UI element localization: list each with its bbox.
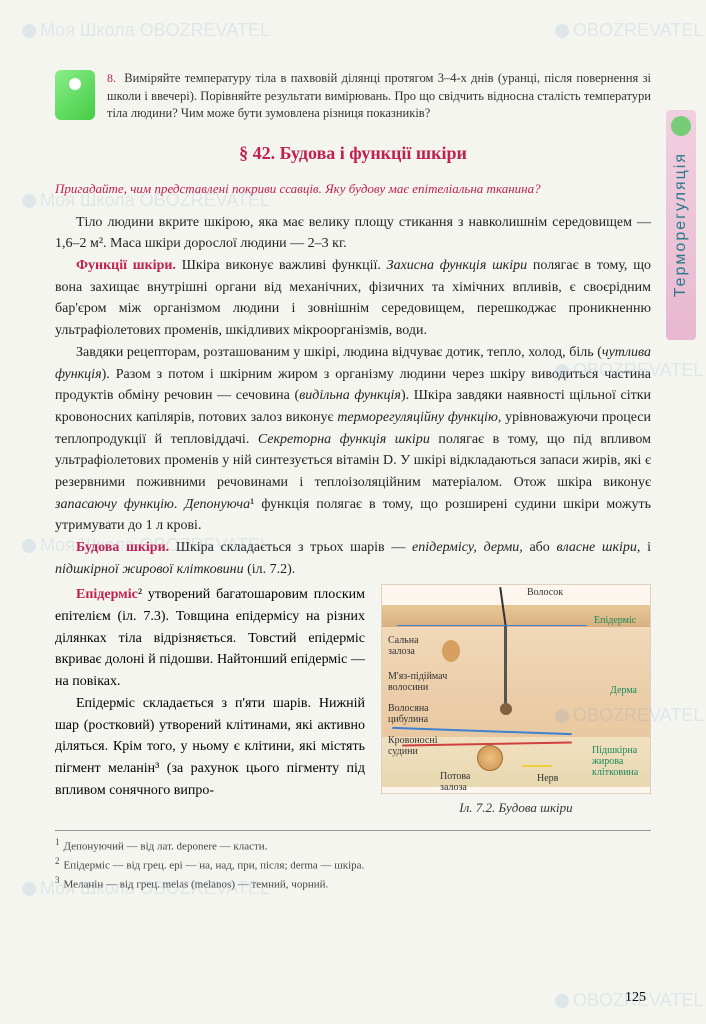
page-content: 8. Виміряйте температуру тіла в пахвовій… (0, 0, 706, 923)
paragraph-4: Будова шкіри. Шкіра складається з трьох … (55, 537, 651, 580)
task-number: 8. (107, 71, 116, 85)
col-para-1: Епідерміс² утворений багатошаровим плоск… (55, 584, 365, 692)
col-para-2: Епідерміс складається з п'яти шарів. Ниж… (55, 693, 365, 801)
label-salna: Сальна залоза (388, 635, 428, 657)
footnote-1: 1Депонуючий — від лат. deponere — класти… (55, 837, 651, 853)
label-sudyny: Кровоносні судини (388, 735, 443, 757)
nerve-line (522, 765, 552, 767)
label-epidermis: Епідерміс (594, 615, 636, 626)
label-derma: Дерма (610, 685, 637, 696)
label-nerv: Нерв (537, 773, 558, 784)
label-myaz: М'яз-підіймач волосини (388, 671, 456, 693)
task-block: 8. Виміряйте температуру тіла в пахвовій… (55, 70, 651, 123)
label-potova: Потова залоза (440, 771, 480, 793)
footnotes: 1Депонуючий — від лат. deponere — класти… (55, 830, 651, 890)
skin-diagram: Волосок Сальна залоза М'яз-підіймач воло… (381, 584, 651, 794)
subhead-functions: Функції шкіри. (76, 258, 176, 273)
hair-root (504, 625, 507, 705)
paragraph-2: Функції шкіри. Шкіра виконує важливі фун… (55, 255, 651, 342)
label-volosok: Волосок (527, 587, 563, 598)
footnote-3: 3Меланін — від грец. melas (melanos) — т… (55, 875, 651, 891)
paragraph-3: Завдяки рецепторам, розташованим у шкірі… (55, 342, 651, 537)
subhead-structure: Будова шкіри. (76, 540, 169, 555)
label-tsybulyna: Волосяна цибулина (388, 703, 443, 725)
page-number: 125 (625, 990, 646, 1006)
task-character-icon (55, 70, 95, 120)
paragraph-1: Тіло людини вкрите шкірою, яка має велик… (55, 212, 651, 255)
two-column-block: Епідерміс² утворений багатошаровим плоск… (55, 584, 651, 816)
figure-skin: Волосок Сальна залоза М'яз-підіймач воло… (381, 584, 651, 816)
task-body: Виміряйте температуру тіла в пахвовій ді… (107, 71, 651, 120)
task-text: 8. Виміряйте температуру тіла в пахвовій… (107, 70, 651, 123)
footnote-2: 2Епідерміс — від грец. epi — на, над, пр… (55, 856, 651, 872)
label-klitkovyna: Підшкірна жирова клітковина (592, 745, 650, 778)
subhead-epidermis: Епідерміс (76, 587, 138, 602)
figure-caption: Іл. 7.2. Будова шкіри (381, 800, 651, 816)
section-title: § 42. Будова і функції шкіри (55, 143, 651, 164)
column-text: Епідерміс² утворений багатошаровим плоск… (55, 584, 365, 816)
recall-prompt: Пригадайте, чим представлені покриви сса… (55, 180, 651, 198)
